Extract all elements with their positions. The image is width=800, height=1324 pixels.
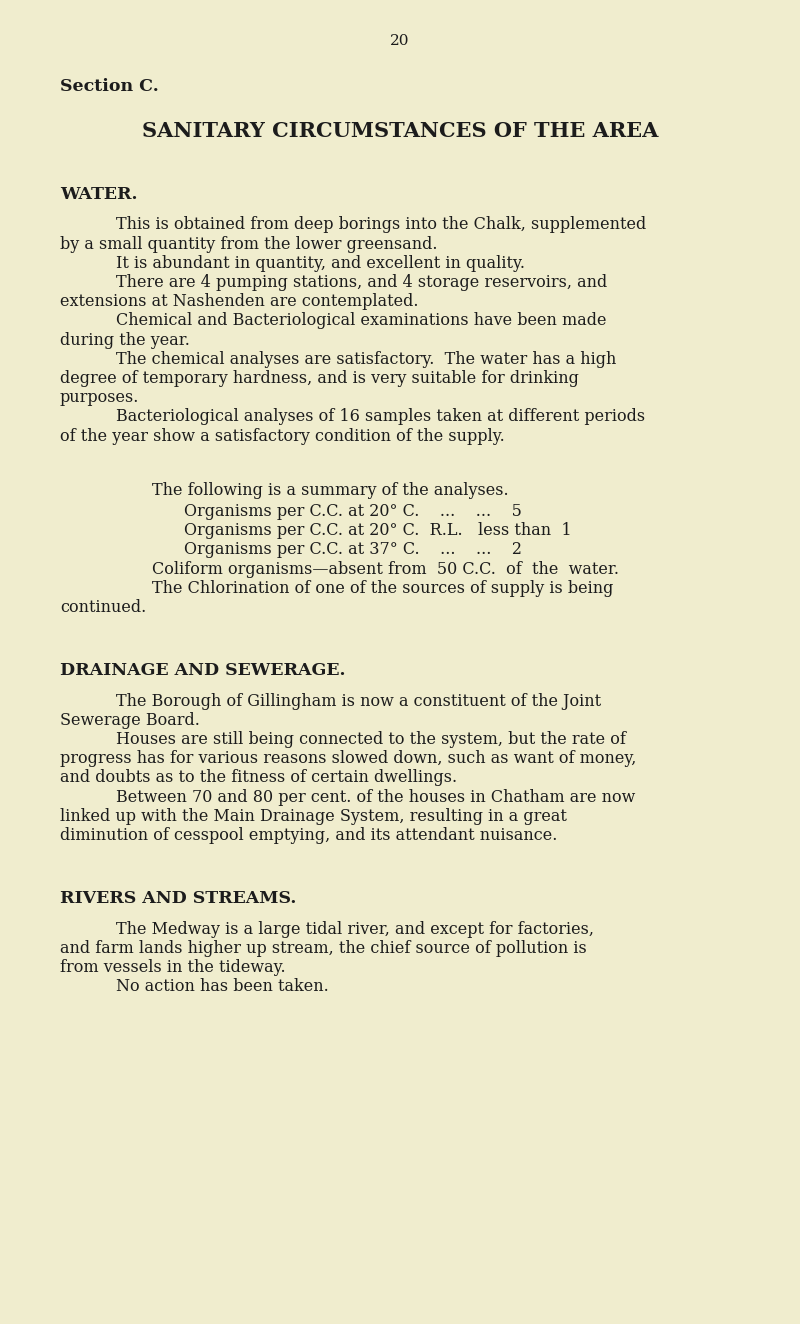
Text: Chemical and Bacteriological examinations have been made: Chemical and Bacteriological examination… (116, 312, 606, 330)
Text: Organisms per C.C. at 20° C.  R.L.   less than  1: Organisms per C.C. at 20° C. R.L. less t… (184, 522, 572, 539)
Text: SANITARY CIRCUMSTANCES OF THE AREA: SANITARY CIRCUMSTANCES OF THE AREA (142, 122, 658, 142)
Text: Coliform organisms—absent from  50 C.C.  of  the  water.: Coliform organisms—absent from 50 C.C. o… (152, 560, 619, 577)
Text: The Medway is a large tidal river, and except for factories,: The Medway is a large tidal river, and e… (116, 920, 594, 937)
Text: Bacteriological analyses of 16 samples taken at different periods: Bacteriological analyses of 16 samples t… (116, 408, 645, 425)
Text: by a small quantity from the lower greensand.: by a small quantity from the lower green… (60, 236, 438, 253)
Text: diminution of cesspool emptying, and its attendant nuisance.: diminution of cesspool emptying, and its… (60, 828, 558, 843)
Text: purposes.: purposes. (60, 389, 139, 406)
Text: RIVERS AND STREAMS.: RIVERS AND STREAMS. (60, 890, 296, 907)
Text: It is abundant in quantity, and excellent in quality.: It is abundant in quantity, and excellen… (116, 256, 525, 271)
Text: No action has been taken.: No action has been taken. (116, 978, 329, 996)
Text: from vessels in the tideway.: from vessels in the tideway. (60, 959, 286, 976)
Text: The following is a summary of the analyses.: The following is a summary of the analys… (152, 482, 509, 499)
Text: There are 4 pumping stations, and 4 storage reservoirs, and: There are 4 pumping stations, and 4 stor… (116, 274, 607, 291)
Text: and doubts as to the fitness of certain dwellings.: and doubts as to the fitness of certain … (60, 769, 457, 786)
Text: Sewerage Board.: Sewerage Board. (60, 712, 200, 728)
Text: DRAINAGE AND SEWERAGE.: DRAINAGE AND SEWERAGE. (60, 662, 346, 679)
Text: of the year show a satisfactory condition of the supply.: of the year show a satisfactory conditio… (60, 428, 505, 445)
Text: linked up with the Main Drainage System, resulting in a great: linked up with the Main Drainage System,… (60, 808, 567, 825)
Text: and farm lands higher up stream, the chief source of pollution is: and farm lands higher up stream, the chi… (60, 940, 586, 957)
Text: degree of temporary hardness, and is very suitable for drinking: degree of temporary hardness, and is ver… (60, 369, 579, 387)
Text: during the year.: during the year. (60, 331, 190, 348)
Text: 20: 20 (390, 34, 410, 49)
Text: The Chlorination of one of the sources of supply is being: The Chlorination of one of the sources o… (152, 580, 614, 597)
Text: continued.: continued. (60, 598, 146, 616)
Text: Section C.: Section C. (60, 78, 158, 95)
Text: Organisms per C.C. at 37° C.    ...    ...    2: Organisms per C.C. at 37° C. ... ... 2 (184, 542, 522, 559)
Text: This is obtained from deep borings into the Chalk, supplemented: This is obtained from deep borings into … (116, 217, 646, 233)
Text: Houses are still being connected to the system, but the rate of: Houses are still being connected to the … (116, 731, 626, 748)
Text: extensions at Nashenden are contemplated.: extensions at Nashenden are contemplated… (60, 294, 418, 310)
Text: The chemical analyses are satisfactory.  The water has a high: The chemical analyses are satisfactory. … (116, 351, 616, 368)
Text: Organisms per C.C. at 20° C.    ...    ...    5: Organisms per C.C. at 20° C. ... ... 5 (184, 503, 522, 520)
Text: progress has for various reasons slowed down, such as want of money,: progress has for various reasons slowed … (60, 751, 636, 767)
Text: Between 70 and 80 per cent. of the houses in Chatham are now: Between 70 and 80 per cent. of the house… (116, 789, 635, 805)
Text: WATER.: WATER. (60, 185, 138, 203)
Text: The Borough of Gillingham is now a constituent of the Joint: The Borough of Gillingham is now a const… (116, 692, 601, 710)
